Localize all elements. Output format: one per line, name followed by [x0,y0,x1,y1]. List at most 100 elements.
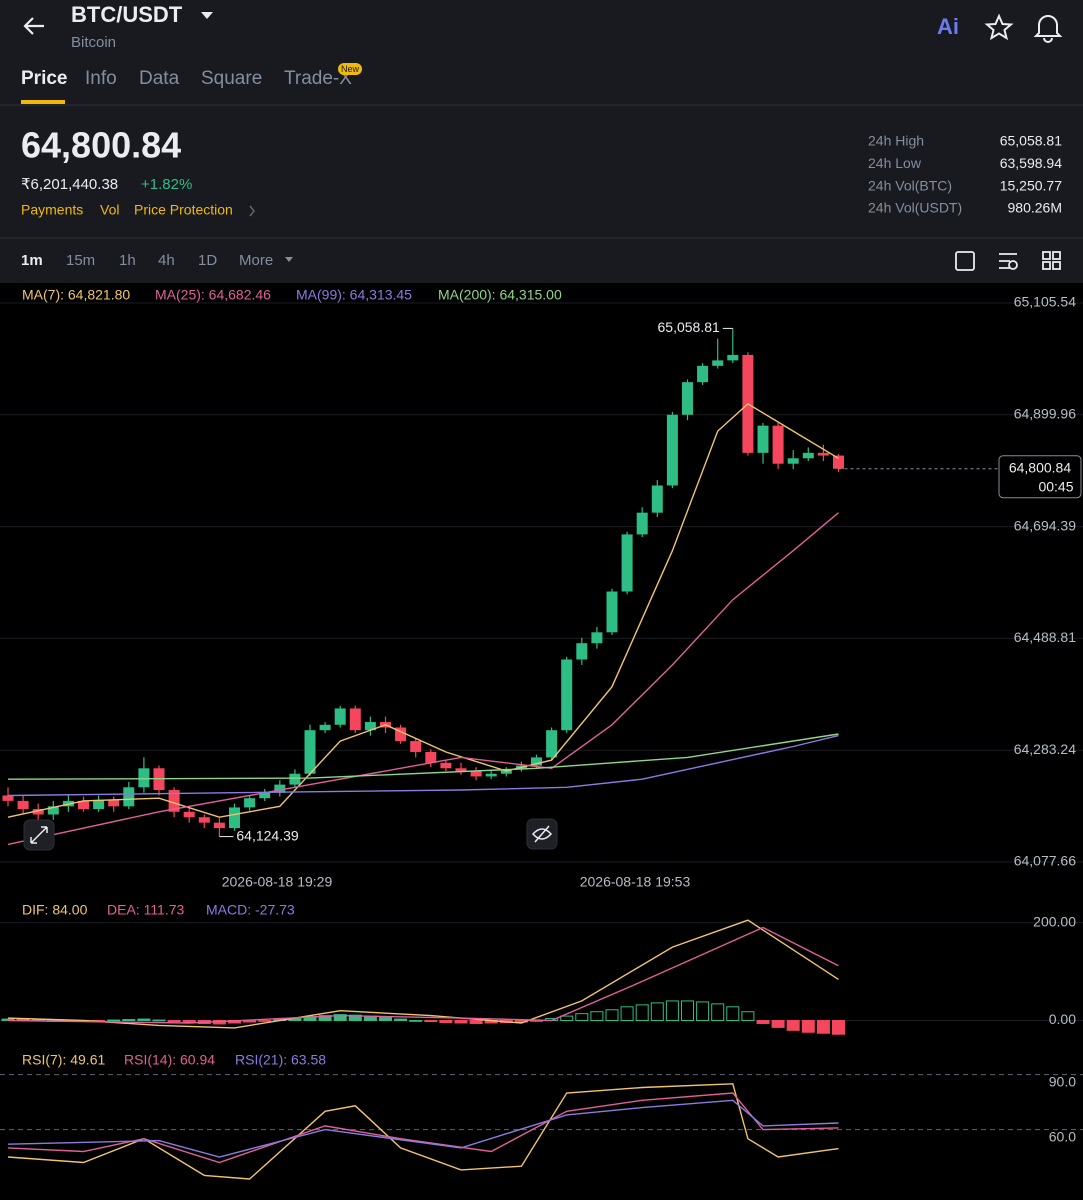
stat-value: 980.26M [1008,200,1062,216]
indicator-line [7,1099,839,1158]
legend-entry: MA(99): 64,313.45 [296,287,412,303]
candle-body [772,425,784,464]
candle-body [561,659,573,731]
price-change: +1.82% [141,176,192,193]
tab[interactable]: Price [21,68,67,89]
price-tag-countdown: 00:45 [1038,478,1073,494]
candle-body [697,365,709,383]
tool-icon[interactable] [999,253,1017,269]
y-tick-label: 60.0 [1049,1128,1076,1144]
candle-body [259,792,271,799]
indicator-line [7,1092,839,1164]
candle-body [198,817,210,823]
candle-body [17,800,29,810]
stat-value: 65,058.81 [1000,133,1062,149]
alert-button[interactable] [1033,15,1063,43]
candle-body [727,354,739,361]
tool-icon[interactable] [1008,260,1018,270]
legend-entry: MA(7): 64,821.80 [22,287,130,303]
candle-body [364,722,376,731]
tab[interactable]: Info [85,68,117,89]
macd-bar [756,1020,770,1024]
tool-icon[interactable] [1052,251,1061,260]
tab[interactable]: Trade-X [284,68,352,89]
tool-icon[interactable] [1042,261,1051,270]
tab[interactable]: Data [139,68,180,89]
y-tick-label: 64,488.81 [1014,629,1076,645]
pair-dropdown[interactable] [201,12,213,19]
link[interactable]: Vol [100,202,119,218]
link[interactable]: Payments [21,202,83,218]
y-tick-label: 64,283.24 [1014,741,1076,757]
candle-body [606,591,618,633]
indicator-line [7,919,839,1029]
favorite-button[interactable] [984,13,1014,41]
candle-body [636,512,648,535]
interval[interactable]: More [239,252,273,269]
candle-body [289,773,301,785]
macd-bar [409,1020,423,1022]
macd-bar [348,1014,362,1022]
macd-bar [333,1014,347,1022]
macd-bar [167,1020,181,1023]
candle-body [531,757,542,766]
tool-icon[interactable] [1042,251,1051,260]
macd-bar [650,1002,664,1022]
candle-body [2,795,14,801]
tool-icon[interactable] [955,251,975,271]
stat-value: 15,250.77 [1000,177,1062,193]
interval[interactable]: 4h [158,252,175,269]
macd-bar [832,1020,845,1035]
candle-body [274,784,286,793]
macd-bar [590,1011,604,1022]
stats: 24h High 65,058.81 24h Low 63,598.94 24h Vol… [868,133,1062,216]
macd-bar [605,1009,619,1022]
ai-button[interactable]: Ai [937,14,959,39]
indicator-line [7,734,839,797]
candle-body [395,727,407,742]
interval[interactable]: 15m [66,252,95,269]
candle-body [319,724,331,731]
link[interactable]: Price Protection [134,202,233,218]
stat-label: 24h Low [868,155,922,171]
candle-body [93,799,105,810]
candle-body [666,414,678,486]
pair[interactable]: BTC/USDT [71,2,183,27]
tab-badge: New [341,64,360,74]
macd-bar [635,1004,649,1022]
indicator-line [7,733,839,780]
legend-entry: DEA: 111.73 [107,902,185,918]
tab[interactable]: Square [201,68,262,89]
candle-body [349,708,361,731]
more-dropdown[interactable] [285,257,293,262]
legend-entry: DIF: 84.00 [22,902,88,918]
candle-body [78,800,89,810]
last-price: 64,800.84 [21,125,181,166]
tabs: Price Info Data Square Trade-X [21,68,352,89]
macd-bar [137,1018,151,1022]
macd-bar [575,1013,589,1022]
macd-bar [681,1000,694,1022]
interval[interactable]: 1m [21,252,43,269]
candle-body [440,762,452,769]
macd-bar [394,1018,408,1022]
interval[interactable]: 1h [119,252,136,269]
stat-label: 24h Vol(USDT) [868,200,962,216]
interval[interactable]: 1D [198,252,217,269]
candle-body [546,730,558,758]
y-tick-label: 0.00 [1049,1011,1076,1027]
candle-body [757,425,769,453]
hide-icon [531,825,553,843]
candle-body [470,770,482,777]
back-button[interactable] [23,17,44,35]
candle-body [621,534,633,592]
macd-bar [318,1015,332,1022]
active-tab-indicator [21,100,65,104]
candle-body [123,787,135,807]
candle-body [410,741,422,752]
candle-body [682,382,693,415]
tool-icon[interactable] [1052,261,1061,270]
y-tick-label: 64,899.96 [1014,406,1076,422]
indicator-line [7,403,839,818]
